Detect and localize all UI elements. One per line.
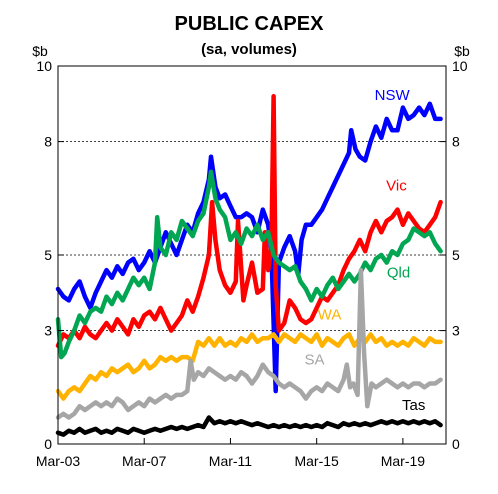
y-tick-label-left-4: 10 [36, 58, 52, 74]
x-axis-ticks: Mar-03 Mar-07 Mar-11 Mar-15 Mar-19 [36, 438, 425, 469]
y-tick-label-right-3: 8 [452, 134, 460, 150]
x-tick-label-1: Mar-07 [122, 453, 167, 469]
series-line-wa [55, 332, 443, 401]
series-label-qld: Qld [387, 265, 410, 282]
series-line-qld [55, 169, 443, 360]
y-tick-label-left-2: 5 [44, 247, 52, 263]
x-tick-label-2: Mar-11 [209, 453, 253, 469]
y-axis-unit-left: $b [32, 43, 48, 59]
y-tick-label-right-4: 10 [452, 58, 468, 74]
series-lines [55, 93, 443, 437]
x-tick-label-4: Mar-19 [381, 453, 426, 469]
y-tick-label-left-0: 0 [44, 436, 52, 452]
series-line-nsw [55, 101, 443, 394]
y-tick-label-right-2: 5 [452, 247, 460, 263]
series-label-vic: Vic [386, 178, 407, 195]
y-tick-label-right-1: 3 [452, 323, 460, 339]
series-line-vic [55, 93, 443, 348]
y-tick-label-left-1: 3 [44, 323, 52, 339]
series-label-wa: WA [318, 306, 342, 323]
y-axis-ticks: 0 0 3 3 5 5 8 8 10 10 [36, 58, 467, 452]
series-labels: NSW Vic Qld WA SA Tas [305, 87, 426, 414]
x-tick-label-3: Mar-15 [294, 453, 339, 469]
chart-subtitle: (sa, volumes) [201, 41, 297, 58]
series-line-tas [55, 415, 443, 437]
series-line-sa [55, 267, 443, 420]
y-tick-label-left-3: 8 [44, 134, 52, 150]
x-tick-label-0: Mar-03 [36, 453, 81, 469]
y-tick-label-right-0: 0 [452, 436, 460, 452]
y-axis-unit-right: $b [454, 43, 470, 59]
series-label-sa: SA [305, 352, 325, 369]
series-label-nsw: NSW [375, 87, 411, 104]
series-label-tas: Tas [402, 397, 425, 414]
chart-title: PUBLIC CAPEX [175, 13, 325, 35]
